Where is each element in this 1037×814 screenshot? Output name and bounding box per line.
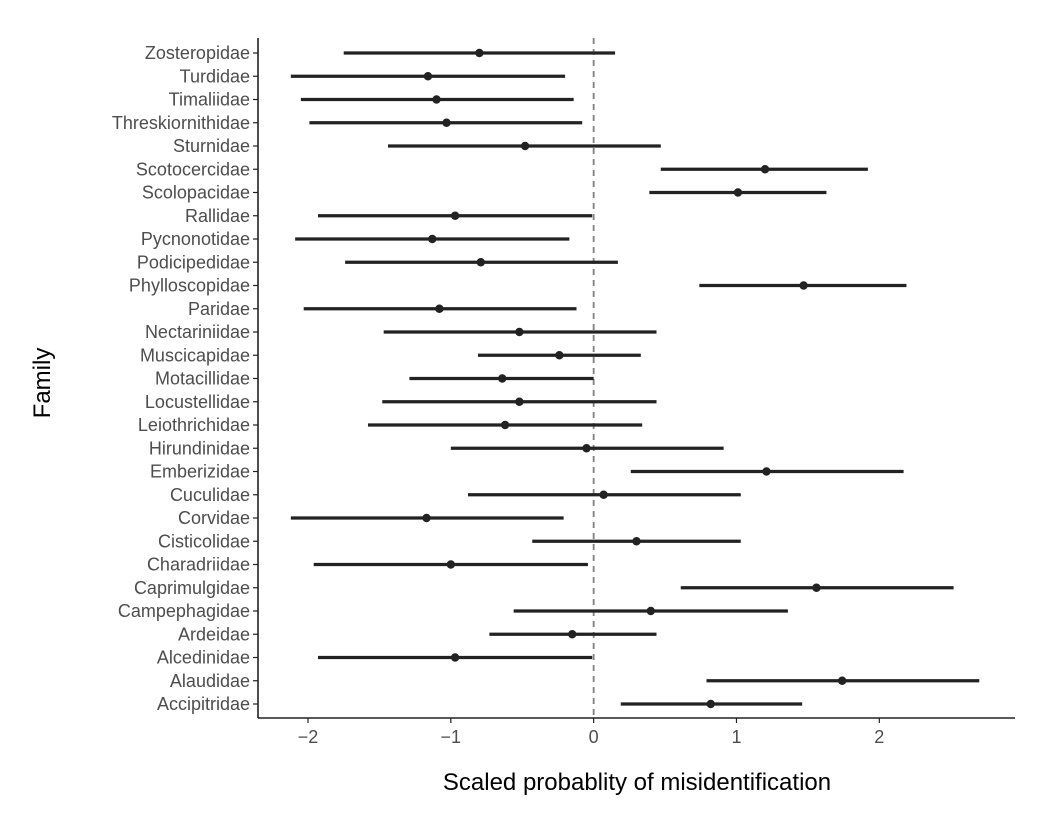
y-tick-label: Charadriidae xyxy=(147,555,250,575)
y-tick-label: Campephagidae xyxy=(118,601,250,621)
y-tick-label: Leiothrichidae xyxy=(138,415,250,435)
estimate-point xyxy=(432,95,441,104)
y-tick-label: Ardeidae xyxy=(178,624,250,644)
y-tick-label: Motacillidae xyxy=(155,369,250,389)
x-tick-label: 1 xyxy=(731,727,741,747)
axis-layer xyxy=(253,38,1015,723)
y-axis-title: Family xyxy=(29,348,56,419)
estimate-point xyxy=(435,304,444,313)
estimate-point xyxy=(423,72,433,81)
y-tick-label: Muscicapidae xyxy=(140,345,250,365)
estimate-point xyxy=(812,583,821,592)
x-tick-label: −1 xyxy=(441,727,462,747)
y-tick-label: Timaliidae xyxy=(169,90,250,110)
estimate-point xyxy=(442,118,451,127)
estimate-point xyxy=(568,630,577,639)
estimate-point xyxy=(760,165,770,174)
estimate-point xyxy=(515,397,524,406)
estimate-point xyxy=(475,48,484,58)
estimate-point xyxy=(498,374,507,383)
estimate-point xyxy=(446,560,456,569)
y-tick-label: Locustellidae xyxy=(145,392,250,412)
y-tick-label: Scotocercidae xyxy=(136,159,250,179)
x-tick-label: −2 xyxy=(298,727,319,747)
y-tick-label: Accipitridae xyxy=(157,694,250,714)
estimate-point xyxy=(646,606,655,616)
y-tick-label: Cuculidae xyxy=(170,485,250,505)
y-tick-label: Rallidae xyxy=(185,206,250,226)
y-tick-label: Alaudidae xyxy=(170,671,250,691)
y-tick-label: Podicipedidae xyxy=(137,252,250,272)
y-tick-label: Alcedinidae xyxy=(157,648,250,668)
estimate-point xyxy=(515,327,524,337)
point-layer xyxy=(422,48,847,709)
estimate-point xyxy=(555,351,564,360)
x-axis-title: Scaled probablity of misidentification xyxy=(443,769,831,796)
y-tick-label: Hirundinidae xyxy=(149,438,250,458)
estimate-point xyxy=(706,699,715,709)
estimate-point xyxy=(799,281,808,290)
estimate-point xyxy=(476,258,486,267)
y-tick-label: Caprimulgidae xyxy=(134,578,250,598)
y-tick-label: Pycnonotidae xyxy=(141,229,250,249)
y-tick-label: Cisticolidae xyxy=(158,531,250,551)
range-layer xyxy=(290,51,980,706)
y-tick-label: Threskiornithidae xyxy=(112,113,250,133)
estimate-point xyxy=(422,513,431,523)
estimate-point xyxy=(582,444,591,453)
estimate-point xyxy=(632,537,641,546)
y-tick-label: Scolopacidae xyxy=(142,183,250,203)
y-tick-label: Emberizidae xyxy=(150,462,250,482)
x-tick-label: 2 xyxy=(874,727,884,747)
label-layer: Zosteropidae Turdidae Timaliidae Threskiorn… xyxy=(112,43,884,747)
estimate-point xyxy=(428,234,437,244)
y-tick-label: Phylloscopidae xyxy=(129,276,250,296)
estimate-point xyxy=(450,211,460,220)
estimate-point xyxy=(450,653,460,662)
y-tick-label: Zosteropidae xyxy=(145,43,250,63)
y-tick-label: Paridae xyxy=(188,299,250,319)
y-tick-label: Sturnidae xyxy=(173,136,250,156)
x-tick-label: 0 xyxy=(589,727,599,747)
estimate-point xyxy=(599,490,608,499)
estimate-point xyxy=(733,188,743,197)
estimate-point xyxy=(520,141,530,151)
y-tick-label: Nectariniidae xyxy=(145,322,250,342)
estimate-point xyxy=(500,420,510,430)
y-tick-label: Turdidae xyxy=(180,66,250,86)
estimate-point xyxy=(762,467,771,476)
estimate-point xyxy=(837,676,847,685)
y-tick-label: Corvidae xyxy=(178,508,250,528)
